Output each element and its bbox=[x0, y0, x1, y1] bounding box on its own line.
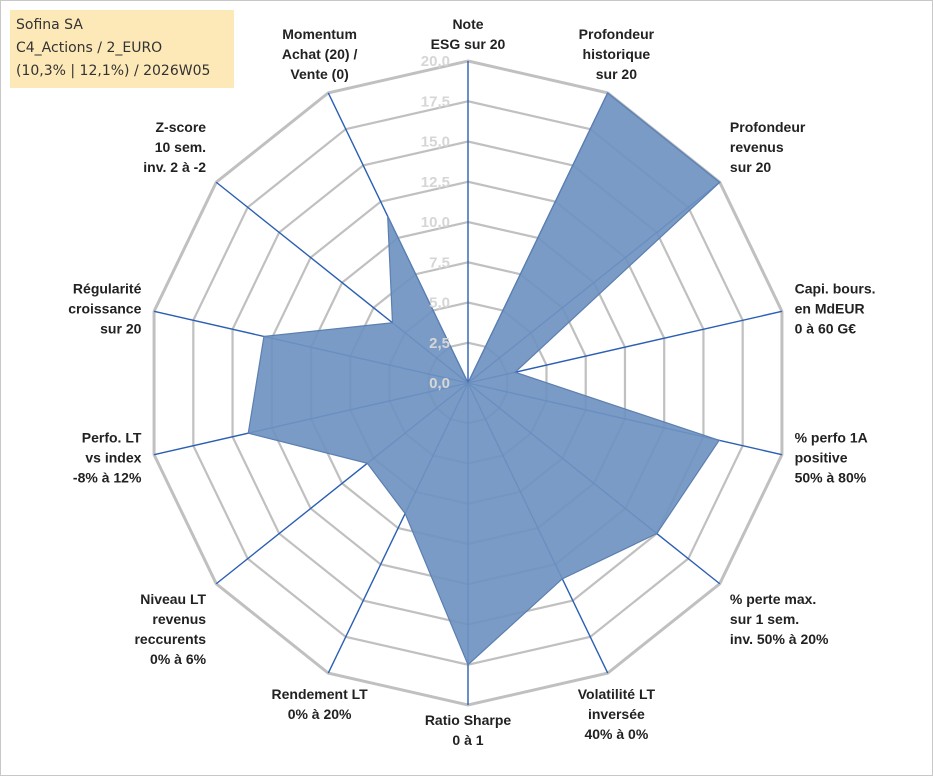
series-area bbox=[247, 91, 721, 666]
company-name: Sofina SA bbox=[16, 17, 83, 33]
info-box: Sofina SA C4_Actions / 2_EURO (10,3% | 1… bbox=[10, 10, 234, 88]
axis-label: Ratio Sharpe 0 à 1 bbox=[425, 712, 512, 748]
tick-label: 7,5 bbox=[429, 254, 450, 271]
tick-label: 15,0 bbox=[421, 134, 450, 151]
radar-tick-labels: 0,0 2,5 5,0 7,5 10,0 12,5 15,0 17,5 20,0 bbox=[421, 53, 450, 392]
axis-spoke bbox=[467, 310, 783, 384]
tick-label: 17,5 bbox=[421, 93, 450, 110]
performance-period-text: (10,3% | 12,1%) / 2026W05 bbox=[16, 63, 211, 79]
axis-label: Profondeur historique sur 20 bbox=[579, 26, 655, 82]
axis-label: Perfo. LT vs index -8% à 12% bbox=[73, 430, 142, 486]
axis-label: Volatilité LT inversée 40% à 0% bbox=[578, 686, 656, 742]
axis-label: Z-score 10 sem. inv. 2 à -2 bbox=[143, 119, 206, 175]
tick-label: 2,5 bbox=[429, 335, 450, 352]
tick-label: 12,5 bbox=[421, 174, 450, 191]
axis-label: Régularité croissance sur 20 bbox=[68, 280, 141, 336]
axis-label: % perfo 1A positive 50% à 80% bbox=[795, 430, 868, 486]
axis-label: Profondeur revenus sur 20 bbox=[730, 119, 806, 175]
axis-label: Momentum Achat (20) / Vente (0) bbox=[282, 26, 358, 82]
radar-series bbox=[247, 91, 721, 666]
axis-label: % perte max. sur 1 sem. inv. 50% à 20% bbox=[730, 591, 829, 647]
tick-label: 0,0 bbox=[429, 375, 450, 392]
radar-axis-labels: Note ESG sur 20 Profondeur historique sur 20… bbox=[68, 16, 875, 748]
axis-label: Niveau LT revenus reccurents 0% à 6% bbox=[134, 591, 206, 667]
category-text: C4_Actions / 2_EURO bbox=[16, 40, 163, 56]
tick-label: 20,0 bbox=[421, 53, 450, 70]
axis-label: Rendement LT 0% à 20% bbox=[272, 686, 369, 722]
tick-label: 10,0 bbox=[421, 214, 450, 231]
tick-label: 5,0 bbox=[429, 295, 450, 312]
axis-label: Note ESG sur 20 bbox=[431, 16, 506, 52]
axis-label: Capi. bours. en MdEUR 0 à 60 G€ bbox=[795, 280, 876, 336]
